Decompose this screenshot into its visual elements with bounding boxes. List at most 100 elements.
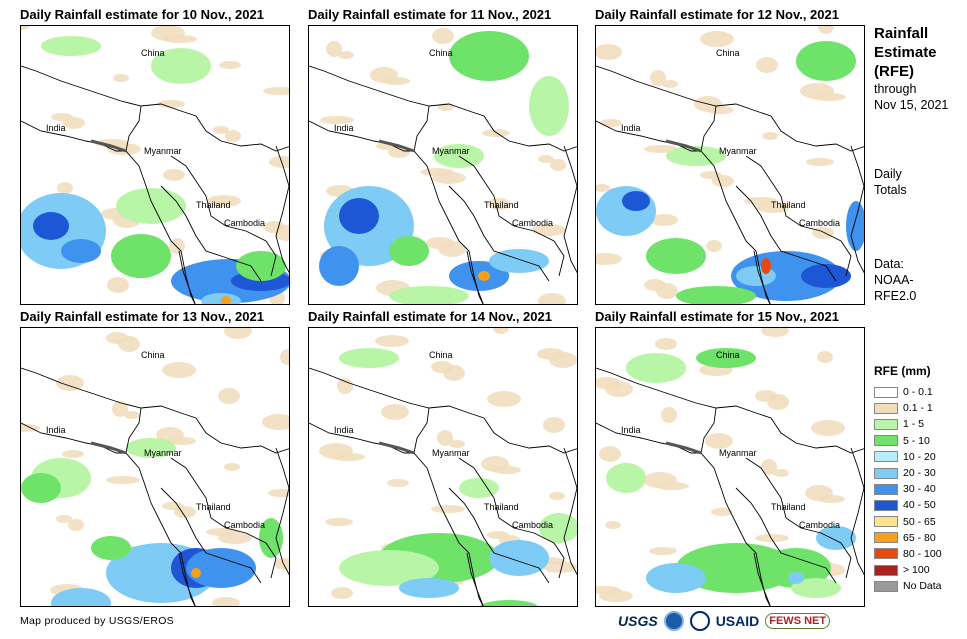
rainfall-area (489, 540, 549, 576)
legend-item: 10 - 20 (874, 449, 942, 465)
daily-totals-text: Daily Totals (874, 166, 907, 198)
legend-label: 40 - 50 (903, 499, 936, 512)
rainfall-map: China India Myanmar Thailand Cambodia (20, 25, 290, 305)
country-border (309, 367, 577, 454)
country-border (596, 120, 701, 152)
legend-swatch (874, 499, 898, 511)
country-border (21, 422, 126, 454)
country-label-india: India (46, 425, 66, 435)
legend-item: 80 - 100 (874, 546, 942, 562)
rainfall-area (389, 286, 469, 304)
legend-swatch (874, 564, 898, 576)
legend-label: 1 - 5 (903, 418, 925, 431)
rainfall-map: China India Myanmar Thailand Cambodia (595, 327, 865, 607)
rainfall-area (666, 146, 726, 166)
usaid-logo: USAID (715, 613, 760, 629)
rainfall-area (646, 563, 706, 593)
panel-nov-14: Daily Rainfall estimate for 14 Nov., 202… (308, 309, 578, 607)
title-line: (RFE) (874, 63, 914, 80)
legend-label: No Data (903, 580, 942, 593)
rainfall-area (761, 548, 831, 588)
legend-item: No Data (874, 578, 942, 594)
rainfall-area (221, 296, 231, 304)
country-label-myanmar: Myanmar (719, 146, 757, 156)
country-border (745, 457, 852, 579)
country-border (125, 105, 196, 304)
legend-swatch (874, 435, 898, 447)
legend-swatch (874, 402, 898, 414)
country-label-myanmar: Myanmar (432, 146, 470, 156)
rainfall-area (646, 238, 706, 274)
rainfall-area (816, 526, 856, 550)
legend-label: 10 - 20 (903, 450, 936, 463)
rainfall-area (676, 543, 796, 593)
panel-title: Daily Rainfall estimate for 15 Nov., 202… (595, 309, 839, 324)
rainfall-area (21, 473, 61, 503)
daily-line: Totals (874, 183, 907, 197)
country-border (563, 447, 577, 576)
legend-item: 1 - 5 (874, 416, 942, 432)
rainfall-map: China India Myanmar Thailand Cambodia (20, 327, 290, 607)
map-canvas: China India Myanmar Thailand Cambodia (309, 328, 577, 606)
rainfall-area (539, 513, 577, 543)
country-border (448, 185, 550, 282)
country-label-china: China (716, 48, 740, 58)
map-canvas: China India Myanmar Thailand Cambodia (309, 26, 577, 304)
panel-nov-10: Daily Rainfall estimate for 10 Nov., 202… (20, 7, 290, 305)
country-label-thailand: Thailand (484, 502, 519, 512)
country-border (735, 185, 837, 282)
map-canvas: China India Myanmar Thailand Cambodia (21, 26, 289, 304)
country-border (309, 422, 414, 454)
daily-line: Daily (874, 167, 902, 181)
rainfall-map: China India Myanmar Thailand Cambodia (308, 327, 578, 607)
rainfall-area (339, 348, 399, 368)
legend-item: 40 - 50 (874, 497, 942, 513)
rainfall-area (791, 578, 841, 598)
country-label-india: India (334, 123, 354, 133)
country-label-myanmar: Myanmar (432, 448, 470, 458)
panel-nov-12: Daily Rainfall estimate for 12 Nov., 202… (595, 7, 865, 305)
country-border (275, 447, 289, 576)
country-border (596, 65, 864, 152)
rainfall-area (489, 249, 549, 273)
rainfall-area (151, 48, 211, 84)
country-border (160, 487, 262, 584)
country-border (753, 552, 771, 606)
legend-item: 65 - 80 (874, 530, 942, 546)
rainfall-area (236, 251, 286, 281)
country-label-thailand: Thailand (196, 200, 231, 210)
country-border (275, 145, 289, 274)
country-border (466, 250, 484, 304)
data-source-text: Data: NOAA- RFE2.0 (874, 256, 916, 304)
legend-swatch (874, 451, 898, 463)
country-label-thailand: Thailand (484, 200, 519, 210)
rainfall-area (51, 588, 111, 606)
legend-swatch (874, 548, 898, 560)
usgs-logo: USGS (618, 613, 658, 629)
rainfall-area (41, 36, 101, 56)
rainfall-area (259, 518, 283, 558)
country-label-china: China (716, 350, 740, 360)
country-label-myanmar: Myanmar (144, 146, 182, 156)
legend-label: 5 - 10 (903, 434, 930, 447)
country-border (413, 407, 484, 606)
country-label-cambodia: Cambodia (224, 520, 265, 530)
side-title: Rainfall Estimate (RFE) through Nov 15, … (874, 24, 948, 113)
title-line: Estimate (874, 44, 937, 61)
rainfall-area (479, 600, 539, 606)
noaa-logo-icon (663, 611, 684, 631)
map-canvas: China India Myanmar Thailand Cambodia (596, 26, 864, 304)
country-border (170, 155, 277, 277)
legend-item: 50 - 65 (874, 514, 942, 530)
rainfall-area (449, 31, 529, 81)
title-line: Rainfall (874, 25, 929, 42)
legend-label: 20 - 30 (903, 467, 936, 480)
country-label-cambodia: Cambodia (512, 218, 553, 228)
legend-item: 30 - 40 (874, 481, 942, 497)
country-border (850, 447, 864, 576)
panel-title: Daily Rainfall estimate for 10 Nov., 202… (20, 7, 264, 22)
country-border (700, 105, 771, 304)
rainfall-area (61, 239, 101, 263)
legend-item: > 100 (874, 562, 942, 578)
rainfall-area (796, 41, 856, 81)
